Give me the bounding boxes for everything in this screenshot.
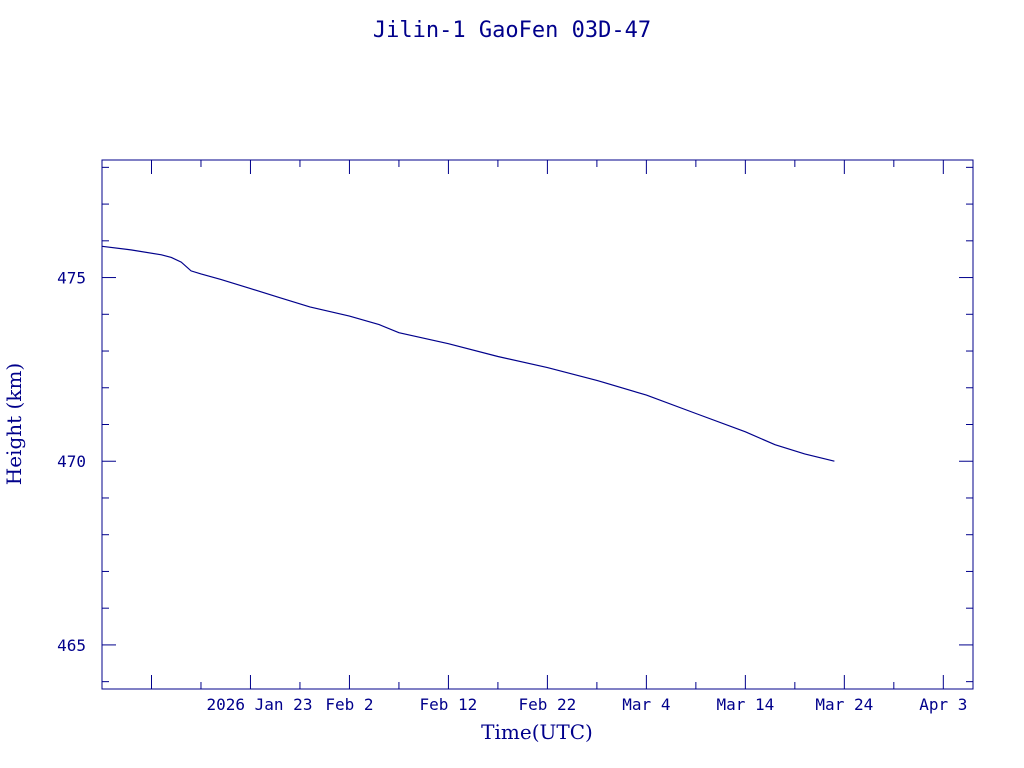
ticks-layer xyxy=(102,160,973,689)
series-layer xyxy=(101,245,835,462)
y-axis-label: Height (km) xyxy=(2,363,26,485)
x-tick-label: Feb 12 xyxy=(420,695,478,714)
x-tick-label: Feb 2 xyxy=(325,695,373,714)
x-axis-label: Time(UTC) xyxy=(481,720,593,744)
series-line xyxy=(101,245,835,462)
x-tick-label: Mar 4 xyxy=(622,695,670,714)
plot-area-frame xyxy=(101,159,974,690)
x-tick-label: Feb 22 xyxy=(518,695,576,714)
x-tick-label: 2026 Jan 23 xyxy=(206,695,312,714)
y-tick-label: 470 xyxy=(57,452,86,471)
x-tick-label: Mar 14 xyxy=(716,695,774,714)
chart-title: Jilin-1 GaoFen 03D-47 xyxy=(373,18,651,43)
y-tick-label: 465 xyxy=(57,636,86,655)
x-tick-label: Apr 3 xyxy=(919,695,967,714)
y-tick-label: 475 xyxy=(57,269,86,288)
x-tick-label: Mar 24 xyxy=(815,695,873,714)
tick-labels-layer: 465 470 475 2026 Jan 23 Feb 2 Feb 12 Feb 22 Mar… xyxy=(57,269,967,714)
